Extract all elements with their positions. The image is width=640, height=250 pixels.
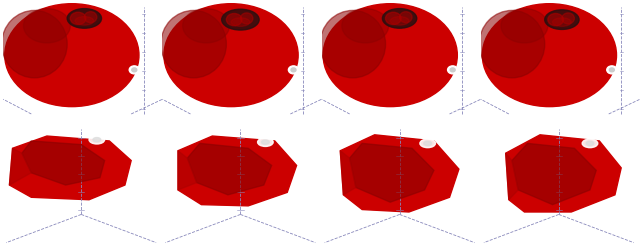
Ellipse shape	[582, 139, 598, 148]
Ellipse shape	[231, 18, 250, 26]
Polygon shape	[10, 148, 31, 185]
Polygon shape	[10, 136, 131, 200]
Ellipse shape	[424, 141, 431, 146]
Ellipse shape	[607, 66, 617, 74]
Ellipse shape	[164, 4, 298, 106]
Ellipse shape	[586, 141, 594, 146]
Ellipse shape	[67, 8, 102, 28]
Ellipse shape	[161, 10, 227, 78]
Ellipse shape	[89, 136, 104, 144]
Ellipse shape	[545, 10, 579, 29]
Ellipse shape	[84, 12, 97, 23]
Polygon shape	[506, 135, 621, 212]
Polygon shape	[506, 153, 518, 200]
Ellipse shape	[262, 140, 269, 144]
Ellipse shape	[552, 18, 572, 26]
Ellipse shape	[291, 68, 296, 72]
Ellipse shape	[132, 68, 137, 72]
Ellipse shape	[93, 138, 100, 142]
Ellipse shape	[479, 10, 545, 78]
Polygon shape	[178, 151, 196, 190]
Ellipse shape	[241, 13, 253, 24]
Ellipse shape	[4, 4, 139, 106]
Ellipse shape	[257, 138, 273, 146]
Ellipse shape	[323, 4, 458, 106]
Polygon shape	[340, 151, 356, 195]
Ellipse shape	[390, 16, 409, 25]
Ellipse shape	[289, 66, 298, 74]
Ellipse shape	[383, 8, 417, 28]
Ellipse shape	[70, 12, 86, 24]
Ellipse shape	[342, 8, 388, 43]
Ellipse shape	[548, 14, 563, 26]
Polygon shape	[349, 144, 434, 202]
Polygon shape	[188, 144, 271, 195]
Ellipse shape	[501, 8, 548, 43]
Polygon shape	[178, 136, 296, 206]
Ellipse shape	[129, 66, 140, 74]
Ellipse shape	[2, 10, 67, 78]
Ellipse shape	[24, 8, 70, 43]
Ellipse shape	[609, 68, 614, 72]
Ellipse shape	[385, 12, 401, 24]
Ellipse shape	[320, 10, 385, 78]
Polygon shape	[22, 141, 104, 185]
Ellipse shape	[562, 13, 574, 24]
Polygon shape	[512, 144, 596, 205]
Ellipse shape	[447, 66, 458, 74]
Polygon shape	[340, 135, 459, 212]
Ellipse shape	[450, 68, 455, 72]
Ellipse shape	[182, 8, 230, 43]
Ellipse shape	[399, 12, 412, 23]
Ellipse shape	[75, 16, 93, 25]
Ellipse shape	[221, 9, 259, 30]
Ellipse shape	[483, 4, 616, 106]
Ellipse shape	[227, 14, 242, 26]
Ellipse shape	[420, 139, 435, 148]
